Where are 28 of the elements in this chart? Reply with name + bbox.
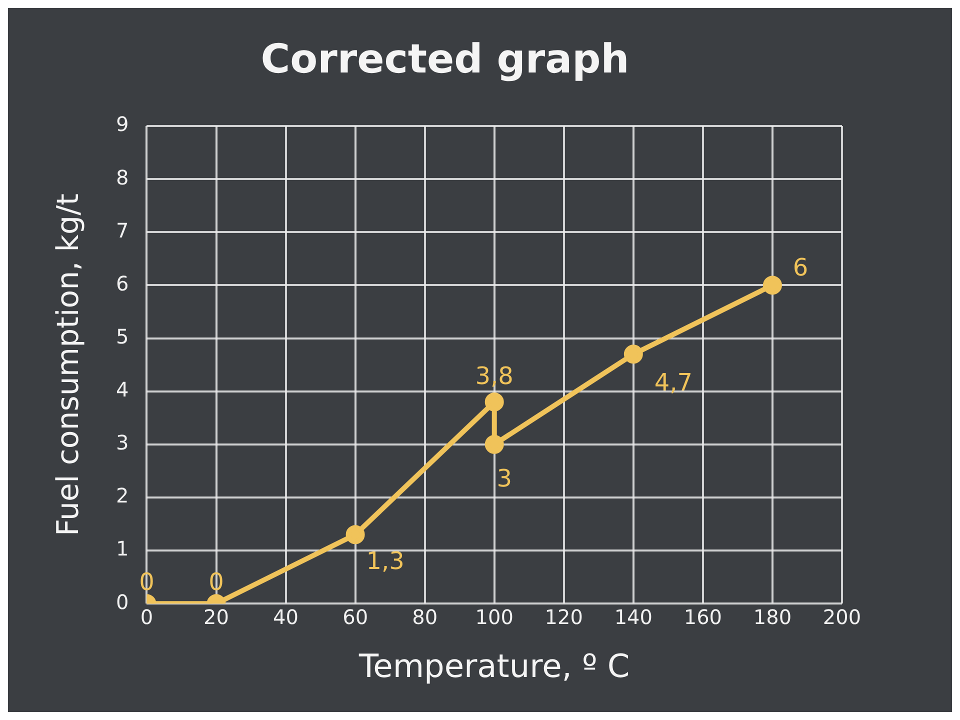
chart-title: Corrected graph (260, 36, 630, 82)
x-tick-label: 40 (273, 604, 299, 629)
x-tick-label: 100 (475, 604, 514, 629)
y-tick-label: 3 (116, 430, 129, 455)
data-label: 4,7 (654, 368, 693, 396)
data-label: 6 (792, 253, 808, 282)
y-tick-label: 7 (116, 218, 129, 242)
x-tick-label: 120 (544, 604, 583, 629)
x-tick-label: 160 (684, 604, 722, 629)
y-tick-label: 1 (116, 536, 129, 561)
x-tick-label: 140 (614, 604, 653, 629)
x-tick-label: 20 (204, 604, 229, 629)
y-tick-label: 9 (116, 112, 129, 136)
y-tick-label: 2 (116, 484, 129, 508)
x-tick-label: 180 (753, 604, 792, 629)
x-tick-label: 0 (140, 604, 154, 629)
y-tick-label: 0 (116, 590, 129, 614)
y-tick-label: 4 (116, 378, 129, 402)
y-tick-label: 5 (116, 324, 129, 348)
y-tick-label: 6 (116, 271, 129, 296)
data-label: 1,3 (366, 546, 404, 575)
x-tick-label: 200 (822, 604, 862, 629)
data-label: 3 (496, 464, 512, 493)
x-tick-label: 60 (342, 604, 368, 629)
y-tick-label: 8 (116, 165, 129, 190)
y-axis-title: Fuel consumption, kg/t (50, 193, 86, 536)
x-tick-label: 80 (412, 604, 438, 629)
x-axis-title: Temperature, º C (358, 647, 630, 686)
